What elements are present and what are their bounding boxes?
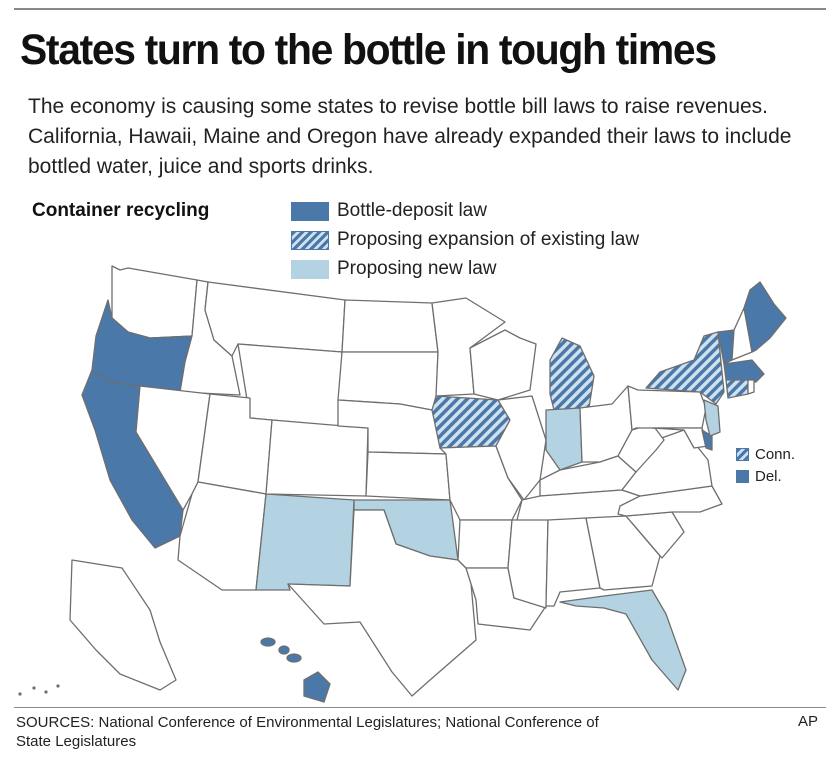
state-arkansas [457,519,513,569]
state-hawaii-island-2 [278,645,290,655]
legend-item-expansion: Proposing expansion of existing law [291,228,639,252]
state-michigan [549,337,595,419]
state-indiana [545,407,583,471]
bottom-rule [14,707,826,708]
state-iowa [431,395,511,449]
legend-title: Container recycling [32,200,210,221]
state-maine [743,281,787,353]
del-swatch [736,470,749,483]
del-label: Del. [736,468,782,485]
state-washington [111,265,198,339]
legend-item-deposit: Bottle-deposit law [291,199,487,223]
aleutian-island-2 [44,690,48,694]
state-texas [287,509,477,697]
conn-label: Conn. [736,446,795,463]
conn-swatch [736,448,749,461]
state-california [81,369,184,549]
sources-text: SOURCES: National Conference of Environm… [16,714,599,750]
credit-text: AP [797,713,818,730]
top-rule [14,8,826,10]
legend-label-new: Proposing new law [337,258,497,279]
legend-swatch-new [291,259,329,279]
state-wyoming [237,343,343,427]
state-arizona [177,481,267,591]
conn-label-text: Conn. [755,446,796,463]
state-hawaii-island-3 [286,653,302,663]
state-montana [204,281,346,357]
state-new-mexico [255,493,355,591]
headline: States turn to the bottle in tough times [20,26,717,74]
state-rhode-island [747,379,755,395]
legend-swatch-expansion [291,230,329,250]
intro-text: The economy is causing some states to re… [28,95,792,178]
state-maryland [651,427,709,449]
state-kansas [365,451,451,501]
legend-item-new: Proposing new law [291,257,496,281]
state-north-dakota [341,299,439,353]
us-map [18,265,787,703]
state-massachusetts [723,359,765,383]
state-hawaii [303,671,331,703]
state-wisconsin [469,329,537,401]
legend-swatch-deposit [291,201,329,221]
state-connecticut [725,379,749,399]
state-pennsylvania [627,385,707,431]
state-mississippi [507,519,549,609]
legend-label-deposit: Bottle-deposit law [337,200,487,221]
state-colorado [265,419,369,497]
state-florida [559,589,687,691]
aleutian-island-3 [56,684,60,688]
aleutian-island-1 [32,686,36,690]
aleutian-island-4 [18,692,22,696]
del-label-text: Del. [755,468,782,485]
state-new-jersey [703,399,721,437]
state-hawaii-island-1 [260,637,276,647]
legend-label-expansion: Proposing expansion of existing law [337,229,640,250]
state-alaska [69,559,177,691]
